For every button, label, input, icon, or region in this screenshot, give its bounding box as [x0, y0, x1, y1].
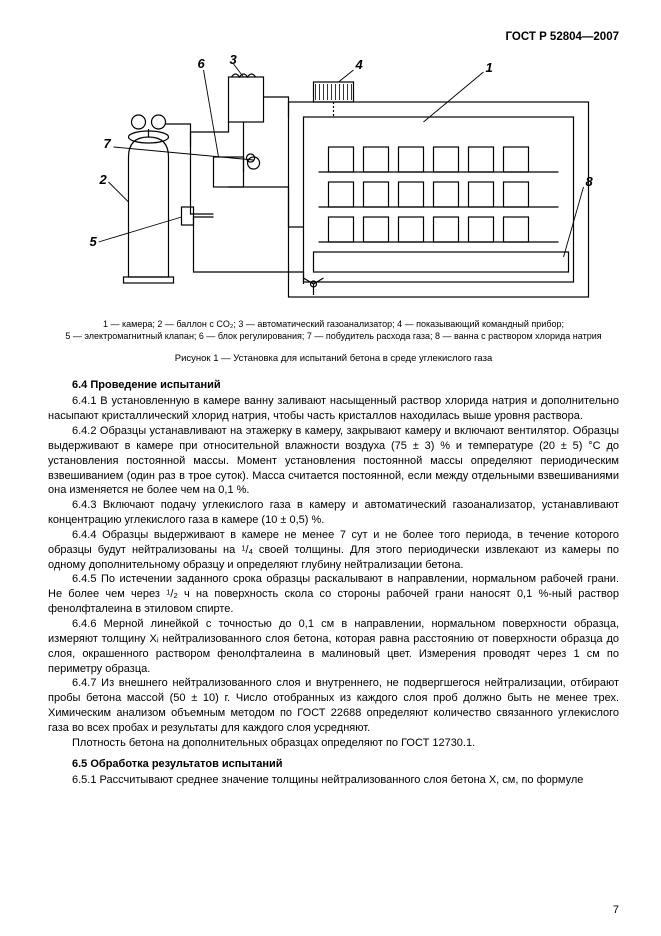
section-6-5-title: 6.5 Обработка результатов испытаний [48, 757, 619, 772]
diagram-legend: 1 — камера; 2 — баллон с CO₂; 3 — автома… [48, 318, 619, 343]
page-number: 7 [613, 903, 619, 918]
legend-line-2: 5 — электромагнитный клапан; 6 — блок ре… [48, 330, 619, 343]
para-6-4-5: 6.4.5 По истечении заданного срока образ… [48, 572, 619, 617]
fraction-1-4: 1/4 [241, 544, 253, 556]
callout-6: 6 [198, 56, 206, 71]
para-6-4-7-extra: Плотность бетона на дополнительных образ… [48, 736, 619, 751]
para-6-4-3: 6.4.3 Включают подачу углекислого газа в… [48, 498, 619, 528]
callout-1: 1 [486, 60, 493, 75]
figure-caption: Рисунок 1 — Установка для испытаний бето… [48, 353, 619, 366]
callout-8: 8 [586, 174, 594, 189]
fraction-1-2: 1/2 [166, 588, 178, 600]
section-6-4-title: 6.4 Проведение испытаний [48, 378, 619, 393]
para-6-4-2: 6.4.2 Образцы устанавливают на этажерку … [48, 424, 619, 498]
callout-3: 3 [230, 52, 238, 67]
callout-4: 4 [355, 57, 364, 72]
document-header: ГОСТ Р 52804—2007 [48, 30, 619, 46]
para-6-4-6: 6.4.6 Мерной линейкой с точностью до 0,1… [48, 617, 619, 676]
para-6-4-1: 6.4.1 В установленную в камере ванну зал… [48, 394, 619, 424]
para-6-5-1: 6.5.1 Рассчитывают среднее значение толщ… [48, 773, 619, 788]
para-6-4-4: 6.4.4 Образцы выдерживают в камере не ме… [48, 528, 619, 573]
para-6-4-7: 6.4.7 Из внешнего нейтрализованного слоя… [48, 676, 619, 735]
apparatus-diagram: 1 2 3 4 5 6 7 8 [48, 52, 619, 312]
callout-7: 7 [104, 136, 112, 151]
callout-2: 2 [99, 172, 108, 187]
legend-line-1: 1 — камера; 2 — баллон с CO₂; 3 — автома… [48, 318, 619, 331]
callout-5: 5 [90, 234, 98, 249]
